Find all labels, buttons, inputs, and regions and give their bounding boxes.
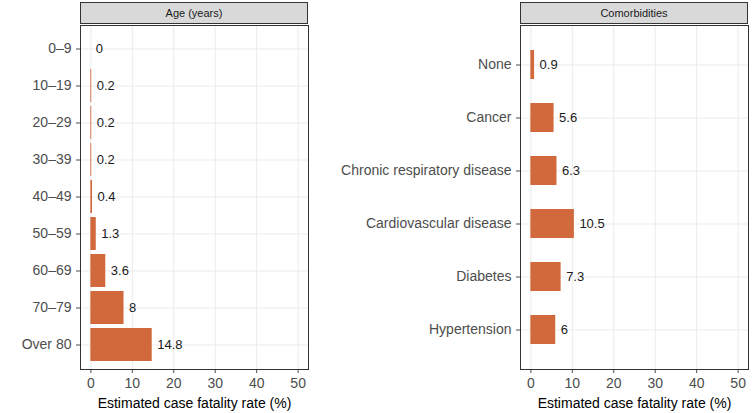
svg-text:Estimated case fatality rate (: Estimated case fatality rate (%) <box>538 395 732 411</box>
svg-text:50: 50 <box>730 375 746 391</box>
svg-text:None: None <box>478 56 512 72</box>
svg-text:0.2: 0.2 <box>97 78 115 93</box>
svg-text:10: 10 <box>125 375 141 391</box>
html-text:Comorbidities: Comorbidities <box>600 7 668 19</box>
svg-text:20: 20 <box>606 375 622 391</box>
svg-text:30: 30 <box>647 375 663 391</box>
svg-text:6: 6 <box>561 322 568 337</box>
svg-text:10: 10 <box>565 375 581 391</box>
svg-text:10.5: 10.5 <box>579 216 604 231</box>
svg-text:0.2: 0.2 <box>97 152 115 167</box>
svg-text:0.2: 0.2 <box>97 115 115 130</box>
svg-text:20–29: 20–29 <box>33 114 72 130</box>
svg-text:40: 40 <box>689 375 705 391</box>
svg-text:30–39: 30–39 <box>33 151 72 167</box>
svg-text:Cancer: Cancer <box>466 109 511 125</box>
svg-text:14.8: 14.8 <box>157 337 182 352</box>
svg-text:8: 8 <box>129 300 136 315</box>
svg-text:Hypertension: Hypertension <box>429 321 512 337</box>
html-text:Age (years): Age (years) <box>165 7 223 19</box>
svg-text:Cardiovascular disease: Cardiovascular disease <box>366 215 512 231</box>
svg-text:0: 0 <box>87 375 95 391</box>
svg-text:1.3: 1.3 <box>101 226 119 241</box>
svg-text:70–79: 70–79 <box>33 299 72 315</box>
svg-text:3.6: 3.6 <box>111 263 129 278</box>
svg-text:60–69: 60–69 <box>33 262 72 278</box>
svg-text:0.4: 0.4 <box>98 189 116 204</box>
svg-text:6.3: 6.3 <box>562 163 580 178</box>
svg-text:10–19: 10–19 <box>33 77 72 93</box>
svg-text:7.3: 7.3 <box>566 269 584 284</box>
svg-text:40: 40 <box>249 375 265 391</box>
svg-text:50: 50 <box>290 375 306 391</box>
svg-text:Over 80: Over 80 <box>22 336 72 352</box>
svg-text:30: 30 <box>207 375 223 391</box>
svg-text:20: 20 <box>166 375 182 391</box>
svg-text:Diabetes: Diabetes <box>456 268 511 284</box>
svg-text:Chronic respiratory disease: Chronic respiratory disease <box>341 162 512 178</box>
svg-text:5.6: 5.6 <box>559 110 577 125</box>
svg-text:0: 0 <box>96 41 103 56</box>
svg-text:40–49: 40–49 <box>33 188 72 204</box>
svg-text:50–59: 50–59 <box>33 225 72 241</box>
svg-text:0.9: 0.9 <box>540 57 558 72</box>
svg-text:0–9: 0–9 <box>48 40 72 56</box>
svg-text:0: 0 <box>527 375 535 391</box>
svg-text:Estimated case fatality rate (: Estimated case fatality rate (%) <box>98 395 292 411</box>
